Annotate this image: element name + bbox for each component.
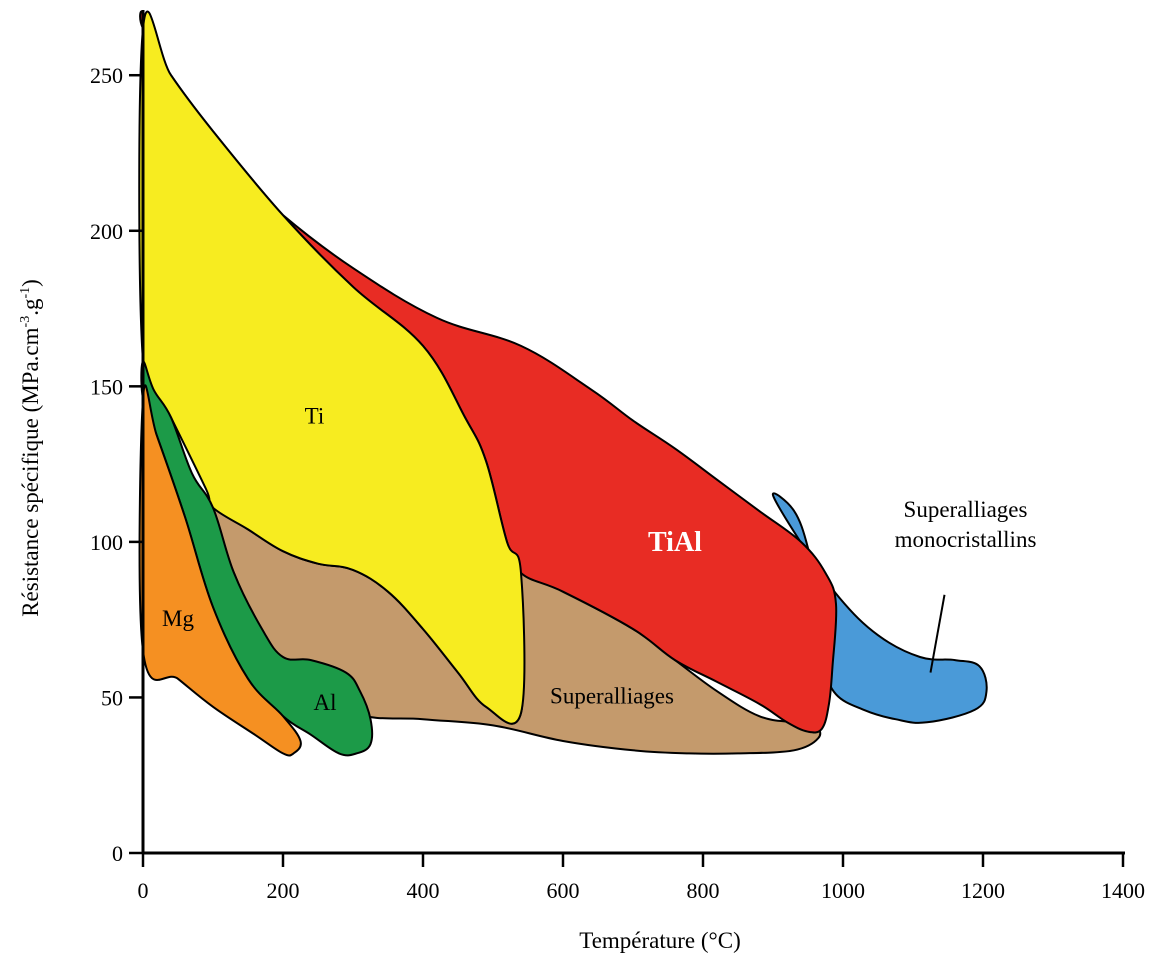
x-tick-label-400: 400 [407, 878, 440, 903]
region-mg [138, 384, 302, 757]
x-tick-label-200: 200 [267, 878, 300, 903]
y-axis-title-main: Résistance spécifique (MPa.cm [18, 327, 43, 616]
y-axis-title-sup1: -3 [18, 316, 33, 328]
leader-line-superalliages-monocristallins [929, 594, 946, 673]
y-tick-label-100: 100 [90, 530, 123, 555]
y-tick-label-200: 200 [90, 219, 123, 244]
x-tick-label-600: 600 [547, 878, 580, 903]
label-line-superalliages-monocristallins: monocristallins [895, 527, 1037, 552]
y-axis-title-sup2: -1 [18, 287, 33, 299]
x-tick-label-800: 800 [687, 878, 720, 903]
x-tick-label-1400: 1400 [1101, 878, 1145, 903]
label-line-superalliages: Superalliages [550, 684, 674, 709]
label-line-superalliages-monocristallins: Superalliages [904, 497, 1028, 522]
label-superalliages-monocristallins: Superalliages monocristallins [895, 497, 1037, 552]
y-tick-label-50: 50 [101, 685, 123, 710]
y-axis-title: Résistance spécifique (MPa.cm-3.g-1) [18, 279, 43, 617]
y-axis-title-end: ) [18, 279, 43, 287]
y-axis-title-mid: .g [18, 298, 43, 316]
x-tick-label-1000: 1000 [821, 878, 865, 903]
label-mg: Mg [162, 606, 194, 631]
y-tick-label-250: 250 [90, 63, 123, 88]
y-tick-label-150: 150 [90, 374, 123, 399]
axes: 0 200 400 600 800 1000 1200 1400 0 50 100 150 200 250 [90, 10, 1145, 903]
x-tick-label-1200: 1200 [961, 878, 1005, 903]
region-ti [138, 10, 526, 725]
label-al: Al [314, 690, 337, 715]
label-superalliages: Superalliages [550, 684, 674, 709]
x-tick-label-0: 0 [138, 878, 149, 903]
regions-layer [138, 10, 988, 757]
label-line-ti: Ti [305, 404, 325, 429]
region-labels: Superalliages monocristallinsSuperalliage… [162, 404, 1036, 715]
label-tial: TiAl [648, 527, 702, 558]
label-ti: Ti [305, 404, 325, 429]
x-axis-title: Température (°C) [579, 928, 740, 953]
label-line-tial: TiAl [648, 527, 702, 558]
y-tick-label-0: 0 [112, 841, 123, 866]
label-line-al: Al [314, 690, 337, 715]
label-line-mg: Mg [162, 606, 194, 631]
